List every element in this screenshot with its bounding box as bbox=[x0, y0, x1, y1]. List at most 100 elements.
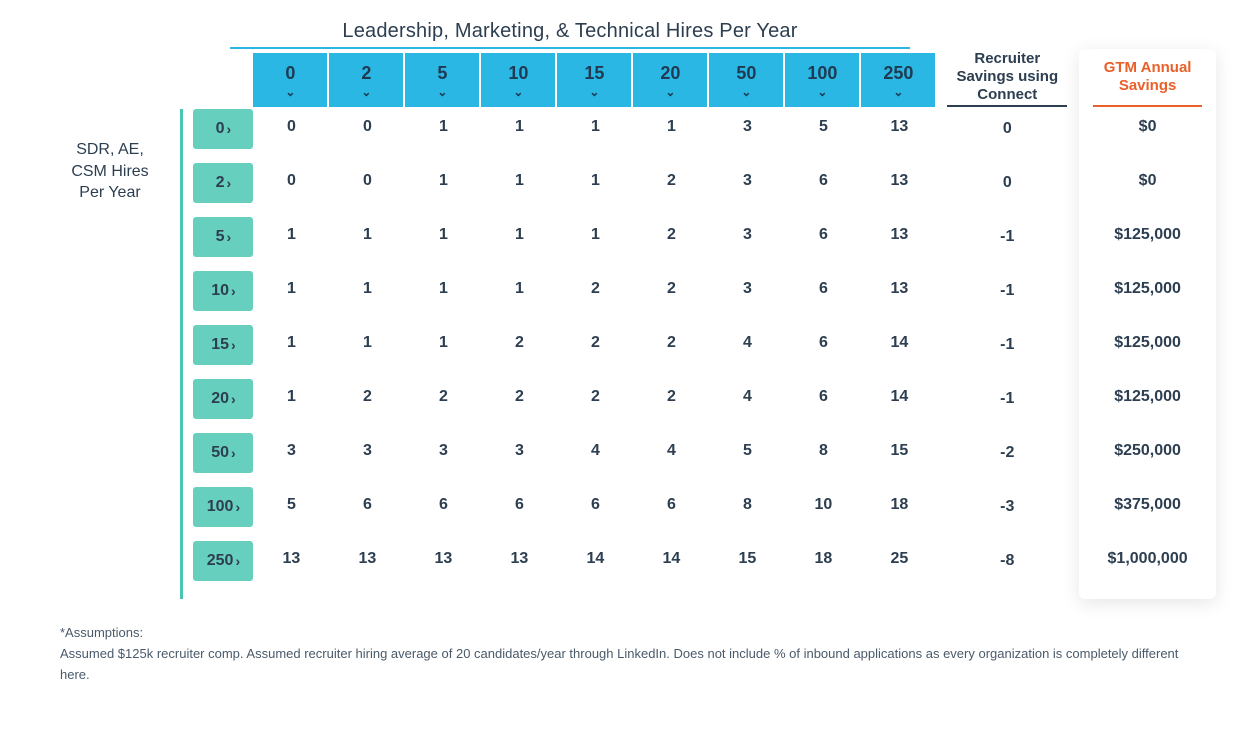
row-header-chip[interactable]: 250› bbox=[193, 541, 253, 581]
chevron-right-icon: › bbox=[231, 446, 236, 460]
column-header-chip[interactable]: 100⌄ bbox=[785, 53, 859, 107]
table-cell: 6 bbox=[785, 172, 861, 190]
column-header-chip[interactable]: 0⌄ bbox=[253, 53, 327, 107]
recruiter-header-line: Recruiter bbox=[974, 50, 1040, 67]
table-cell: 2 bbox=[633, 172, 709, 190]
column-header-chip[interactable]: 20⌄ bbox=[633, 53, 707, 107]
vertical-accent-bar bbox=[180, 109, 183, 599]
recruiter-savings-cell: -2 bbox=[947, 433, 1067, 473]
recruiter-savings-cell: 0 bbox=[947, 109, 1067, 149]
column-header-chip[interactable]: 50⌄ bbox=[709, 53, 783, 107]
gtm-savings-cell: $0 bbox=[1079, 161, 1216, 201]
table-cell: 6 bbox=[329, 496, 405, 514]
table-cell: 13 bbox=[861, 172, 937, 190]
table-row: 1111223613 bbox=[253, 269, 937, 309]
gtm-savings-cell: $0 bbox=[1079, 107, 1216, 147]
table-cell: 13 bbox=[861, 118, 937, 136]
chevron-down-icon: ⌄ bbox=[741, 86, 751, 98]
column-header-chip[interactable]: 250⌄ bbox=[861, 53, 935, 107]
chevron-down-icon: ⌄ bbox=[513, 86, 523, 98]
table-cell: 3 bbox=[709, 226, 785, 244]
column-header-chip[interactable]: 15⌄ bbox=[557, 53, 631, 107]
gtm-savings-cell: $1,000,000 bbox=[1079, 539, 1216, 579]
row-header-chip[interactable]: 10› bbox=[193, 271, 253, 311]
column-header-chip[interactable]: 10⌄ bbox=[481, 53, 555, 107]
row-headers-column: 0› 2› 5› 10› 15› 20› 50› 100› 250› bbox=[193, 49, 253, 599]
table-cell: 1 bbox=[329, 334, 405, 352]
table-cell: 1 bbox=[481, 280, 557, 298]
table-cell: 18 bbox=[861, 496, 937, 514]
chevron-right-icon: › bbox=[235, 500, 240, 514]
chevron-down-icon: ⌄ bbox=[361, 86, 371, 98]
gtm-header-line: GTM Annual bbox=[1104, 59, 1192, 76]
recruiter-savings-cell: -1 bbox=[947, 271, 1067, 311]
table-cell: 5 bbox=[709, 442, 785, 460]
table-row: 131313131414151825 bbox=[253, 539, 937, 579]
table-cell: 1 bbox=[481, 172, 557, 190]
row-header-chip[interactable]: 5› bbox=[193, 217, 253, 257]
table-cell: 0 bbox=[253, 172, 329, 190]
table-row: 0011123613 bbox=[253, 161, 937, 201]
table-cell: 1 bbox=[405, 226, 481, 244]
table-cell: 8 bbox=[785, 442, 861, 460]
recruiter-savings-cell: 0 bbox=[947, 163, 1067, 203]
recruiter-header-line: Savings using bbox=[956, 68, 1058, 85]
recruiter-header-line: Connect bbox=[977, 86, 1037, 103]
footnote-line: *Assumptions: bbox=[60, 623, 1210, 644]
table-cell: 1 bbox=[253, 280, 329, 298]
table-row: 1112224614 bbox=[253, 323, 937, 363]
gtm-savings-panel: GTM Annual Savings $0$0$125,000$125,000$… bbox=[1079, 49, 1216, 599]
chevron-down-icon: ⌄ bbox=[665, 86, 675, 98]
table-cell: 1 bbox=[405, 334, 481, 352]
gtm-header-line: Savings bbox=[1119, 77, 1177, 94]
column-header-chip[interactable]: 2⌄ bbox=[329, 53, 403, 107]
table-cell: 2 bbox=[481, 334, 557, 352]
chevron-down-icon: ⌄ bbox=[589, 86, 599, 98]
chevron-right-icon: › bbox=[227, 122, 232, 136]
table-cell: 4 bbox=[633, 442, 709, 460]
table-cell: 6 bbox=[481, 496, 557, 514]
table-cell: 1 bbox=[329, 280, 405, 298]
table-cell: 6 bbox=[557, 496, 633, 514]
table-cell: 5 bbox=[253, 496, 329, 514]
footnote: *Assumptions: Assumed $125k recruiter co… bbox=[60, 623, 1210, 685]
table-cell: 0 bbox=[253, 118, 329, 136]
side-label-line: Per Year bbox=[79, 184, 140, 201]
table-row: 3333445815 bbox=[253, 431, 937, 471]
gtm-savings-cell: $125,000 bbox=[1079, 377, 1216, 417]
table-cell: 6 bbox=[785, 388, 861, 406]
table-cell: 13 bbox=[329, 550, 405, 568]
table-cell: 1 bbox=[405, 118, 481, 136]
table-cell: 6 bbox=[633, 496, 709, 514]
table-cell: 4 bbox=[709, 388, 785, 406]
table-cell: 1 bbox=[253, 226, 329, 244]
savings-table: Leadership, Marketing, & Technical Hires… bbox=[40, 20, 1216, 685]
row-header-chip[interactable]: 15› bbox=[193, 325, 253, 365]
row-header-chip[interactable]: 0› bbox=[193, 109, 253, 149]
recruiter-savings-header: Recruiter Savings using Connect bbox=[947, 49, 1067, 107]
table-cell: 1 bbox=[481, 226, 557, 244]
recruiter-savings-cell: -1 bbox=[947, 325, 1067, 365]
table-cell: 1 bbox=[405, 280, 481, 298]
table-cell: 13 bbox=[481, 550, 557, 568]
table-cell: 8 bbox=[709, 496, 785, 514]
chevron-right-icon: › bbox=[231, 284, 236, 298]
table-cell: 1 bbox=[557, 118, 633, 136]
table-cell: 3 bbox=[329, 442, 405, 460]
table-cell: 0 bbox=[329, 172, 405, 190]
table-cell: 2 bbox=[633, 280, 709, 298]
table-cell: 3 bbox=[405, 442, 481, 460]
gtm-savings-header: GTM Annual Savings bbox=[1093, 49, 1202, 107]
chevron-down-icon: ⌄ bbox=[817, 86, 827, 98]
row-header-chip[interactable]: 20› bbox=[193, 379, 253, 419]
table-cell: 3 bbox=[481, 442, 557, 460]
column-header-chip[interactable]: 5⌄ bbox=[405, 53, 479, 107]
table-cell: 14 bbox=[861, 334, 937, 352]
chevron-right-icon: › bbox=[235, 554, 240, 568]
row-header-chip[interactable]: 100› bbox=[193, 487, 253, 527]
table-cell: 13 bbox=[861, 280, 937, 298]
recruiter-savings-cell: -3 bbox=[947, 487, 1067, 527]
chevron-down-icon: ⌄ bbox=[285, 86, 295, 98]
row-header-chip[interactable]: 2› bbox=[193, 163, 253, 203]
row-header-chip[interactable]: 50› bbox=[193, 433, 253, 473]
